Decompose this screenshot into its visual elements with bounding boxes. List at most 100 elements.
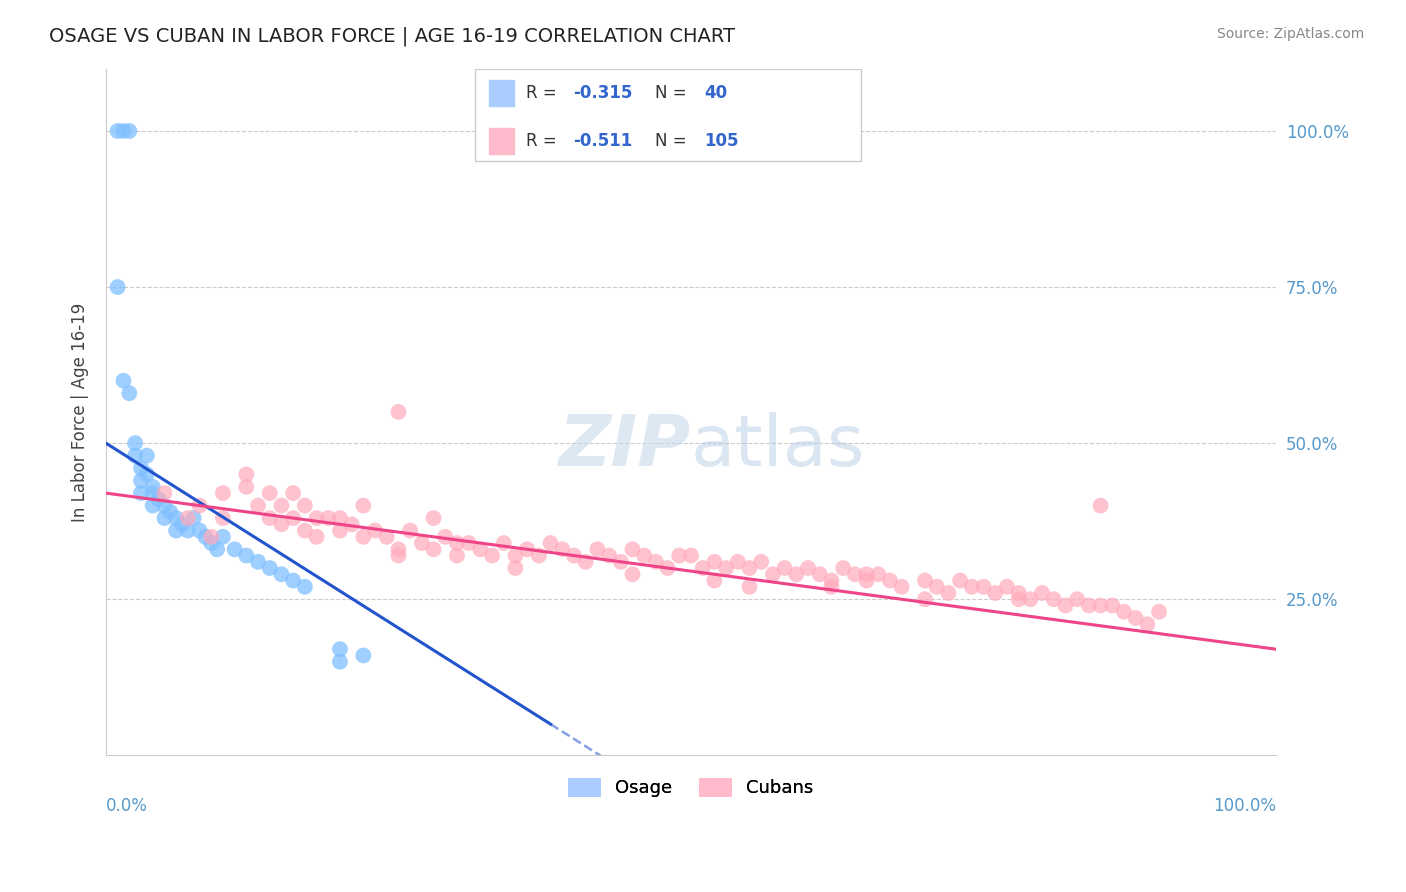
- Point: [142, 486, 165, 500]
- Point: [212, 511, 235, 525]
- Point: [329, 524, 352, 538]
- Y-axis label: In Labor Force | Age 16-19: In Labor Force | Age 16-19: [72, 302, 89, 522]
- Point: [194, 530, 217, 544]
- Point: [329, 655, 352, 669]
- Text: -0.511: -0.511: [572, 132, 633, 150]
- Point: [446, 536, 468, 550]
- Point: [516, 542, 538, 557]
- Point: [868, 567, 890, 582]
- Point: [925, 580, 948, 594]
- Point: [727, 555, 749, 569]
- Text: R =: R =: [526, 84, 562, 102]
- Point: [762, 567, 785, 582]
- Point: [797, 561, 820, 575]
- FancyBboxPatch shape: [488, 128, 515, 154]
- Point: [1008, 592, 1031, 607]
- Point: [364, 524, 387, 538]
- Point: [294, 524, 316, 538]
- Point: [1008, 586, 1031, 600]
- Point: [135, 467, 157, 482]
- Point: [1019, 592, 1042, 607]
- Point: [960, 580, 983, 594]
- Point: [387, 542, 409, 557]
- Text: R =: R =: [526, 132, 562, 150]
- Point: [200, 530, 222, 544]
- Point: [481, 549, 503, 563]
- Point: [820, 580, 842, 594]
- Point: [808, 567, 831, 582]
- Text: atlas: atlas: [690, 412, 865, 481]
- Point: [142, 480, 165, 494]
- Point: [153, 499, 176, 513]
- Point: [644, 555, 666, 569]
- Point: [633, 549, 655, 563]
- Point: [995, 580, 1018, 594]
- Point: [844, 567, 866, 582]
- Point: [129, 461, 152, 475]
- Point: [505, 561, 527, 575]
- Point: [621, 567, 644, 582]
- Point: [107, 280, 129, 294]
- Point: [422, 542, 444, 557]
- Point: [1125, 611, 1147, 625]
- Point: [148, 492, 170, 507]
- Point: [1031, 586, 1053, 600]
- Point: [657, 561, 679, 575]
- Point: [112, 124, 135, 138]
- Point: [446, 549, 468, 563]
- Point: [679, 549, 702, 563]
- Point: [1101, 599, 1123, 613]
- Point: [973, 580, 995, 594]
- Point: [294, 499, 316, 513]
- Point: [610, 555, 633, 569]
- Point: [305, 530, 328, 544]
- Point: [205, 542, 228, 557]
- Point: [247, 555, 270, 569]
- Point: [749, 555, 772, 569]
- Point: [107, 124, 129, 138]
- Point: [890, 580, 912, 594]
- Point: [200, 536, 222, 550]
- Point: [305, 511, 328, 525]
- Point: [352, 530, 374, 544]
- Point: [1112, 605, 1135, 619]
- Text: OSAGE VS CUBAN IN LABOR FORCE | AGE 16-19 CORRELATION CHART: OSAGE VS CUBAN IN LABOR FORCE | AGE 16-1…: [49, 27, 735, 46]
- Point: [855, 567, 877, 582]
- Point: [329, 511, 352, 525]
- Point: [135, 449, 157, 463]
- Point: [914, 574, 936, 588]
- Point: [212, 530, 235, 544]
- Point: [984, 586, 1007, 600]
- Point: [1090, 499, 1112, 513]
- Point: [492, 536, 515, 550]
- Point: [411, 536, 433, 550]
- Point: [387, 405, 409, 419]
- Point: [703, 555, 725, 569]
- Point: [855, 574, 877, 588]
- Point: [714, 561, 737, 575]
- Point: [434, 530, 457, 544]
- Point: [129, 486, 152, 500]
- Point: [281, 574, 304, 588]
- Point: [1147, 605, 1170, 619]
- Point: [879, 574, 901, 588]
- Point: [352, 499, 374, 513]
- FancyBboxPatch shape: [474, 69, 860, 161]
- Point: [188, 499, 211, 513]
- Point: [118, 386, 141, 401]
- Point: [183, 511, 205, 525]
- Text: N =: N =: [655, 132, 692, 150]
- Point: [832, 561, 855, 575]
- Point: [142, 499, 165, 513]
- Point: [170, 517, 193, 532]
- Text: 100.0%: 100.0%: [1213, 797, 1277, 814]
- Point: [118, 124, 141, 138]
- Point: [387, 549, 409, 563]
- Point: [938, 586, 960, 600]
- Text: Source: ZipAtlas.com: Source: ZipAtlas.com: [1216, 27, 1364, 41]
- Point: [112, 374, 135, 388]
- Point: [281, 511, 304, 525]
- Point: [270, 517, 292, 532]
- Point: [235, 549, 257, 563]
- Point: [1077, 599, 1099, 613]
